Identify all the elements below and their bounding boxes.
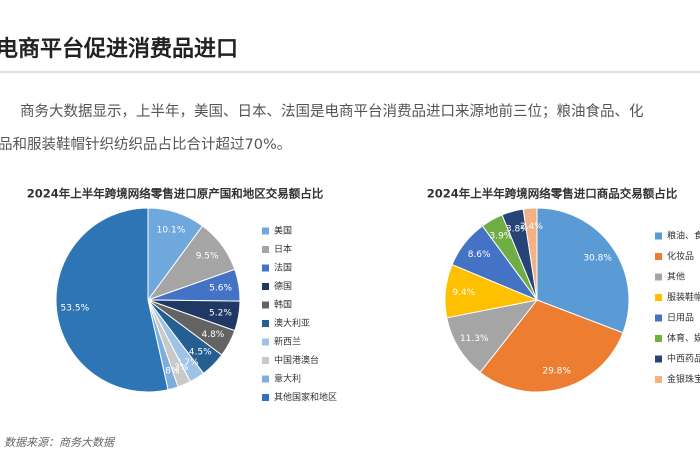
- legend-swatch: [262, 375, 269, 383]
- slice-label: 9.4%: [452, 288, 475, 298]
- slice-label: 4.8%: [201, 330, 224, 340]
- legend-swatch: [262, 264, 269, 272]
- chart-title: 2024年上半年跨境网络零售进口商品交易额占比: [427, 187, 678, 201]
- legend-swatch: [655, 232, 662, 240]
- legend-label: 体育、娱乐: [667, 332, 700, 344]
- slice-label: 1.8%: [157, 366, 180, 376]
- legend-label: 化妆品: [667, 250, 694, 262]
- slice-label: 5.6%: [209, 284, 232, 294]
- legend-swatch: [262, 320, 269, 327]
- slice-label: 29.8%: [542, 366, 571, 376]
- legend-swatch: [262, 357, 269, 364]
- legend-swatch: [262, 283, 269, 290]
- pie-slice: [522, 207, 538, 301]
- slice-label: 30.8%: [583, 254, 612, 264]
- legend-label: 德国: [274, 280, 292, 292]
- legend-swatch: [655, 314, 662, 322]
- paragraph-line: 品和服装鞋帽针织纺织品占比合计超过70%。: [0, 136, 291, 153]
- legend-swatch: [655, 355, 662, 363]
- slice-label: 9.5%: [196, 252, 219, 262]
- legend-label: 其他国家和地区: [274, 391, 337, 403]
- legend-label: 粮油、食品: [667, 230, 700, 242]
- pie-slice: [479, 299, 624, 393]
- legend-swatch: [262, 301, 269, 309]
- legend-label: 其他: [667, 271, 685, 283]
- pie-slice: [446, 299, 539, 374]
- slice-label: 5.2%: [209, 308, 232, 318]
- legend-swatch: [655, 376, 662, 383]
- slice-label: 3.8%: [506, 225, 529, 235]
- slide-title: 电商平台促进消费品进口: [0, 36, 238, 62]
- legend-label: 金银珠宝: [667, 373, 700, 385]
- legend-label: 美国: [274, 225, 292, 237]
- legend-label: 法国: [274, 262, 292, 274]
- legend-swatch: [655, 294, 662, 301]
- slice-label: 2.3%: [166, 363, 189, 373]
- legend-label: 新西兰: [274, 336, 301, 348]
- legend-swatch: [262, 394, 269, 401]
- slice-label: 53.5%: [61, 304, 90, 314]
- slice-label: 8.6%: [468, 250, 491, 260]
- legend-swatch: [262, 338, 269, 346]
- slice-label: 2.7%: [176, 358, 199, 368]
- legend-swatch: [262, 246, 269, 253]
- legend-label: 服装鞋帽、: [667, 291, 700, 303]
- legend-label: 中西药品: [667, 353, 700, 365]
- legend-swatch: [655, 335, 662, 342]
- pie-slice: [536, 207, 630, 334]
- legend-swatch: [655, 273, 662, 281]
- slice-label: 4.5%: [189, 347, 212, 357]
- chart-title: 2024年上半年跨境网络零售进口原产国和地区交易额占比: [27, 187, 324, 201]
- pie-slice: [55, 207, 169, 393]
- slice-label: 3.9%: [489, 231, 512, 241]
- legend-swatch: [262, 227, 269, 235]
- legend-label: 中国港澳台: [274, 354, 319, 366]
- source-note: 数据来源：商务大数据: [4, 436, 116, 449]
- slice-label: 10.1%: [157, 226, 186, 236]
- legend-label: 日用品: [667, 313, 694, 324]
- legend-label: 韩国: [274, 299, 292, 311]
- slice-label: 2.4%: [520, 222, 543, 232]
- paragraph-line: 商务大数据显示，上半年，美国、日本、法国是电商平台消费品进口来源地前三位；粮油食…: [20, 103, 644, 120]
- legend-swatch: [655, 253, 662, 260]
- legend-label: 日本: [274, 243, 292, 255]
- slice-label: 11.3%: [460, 334, 489, 344]
- legend-label: 意大利: [274, 373, 301, 385]
- legend-label: 澳大利亚: [274, 317, 310, 329]
